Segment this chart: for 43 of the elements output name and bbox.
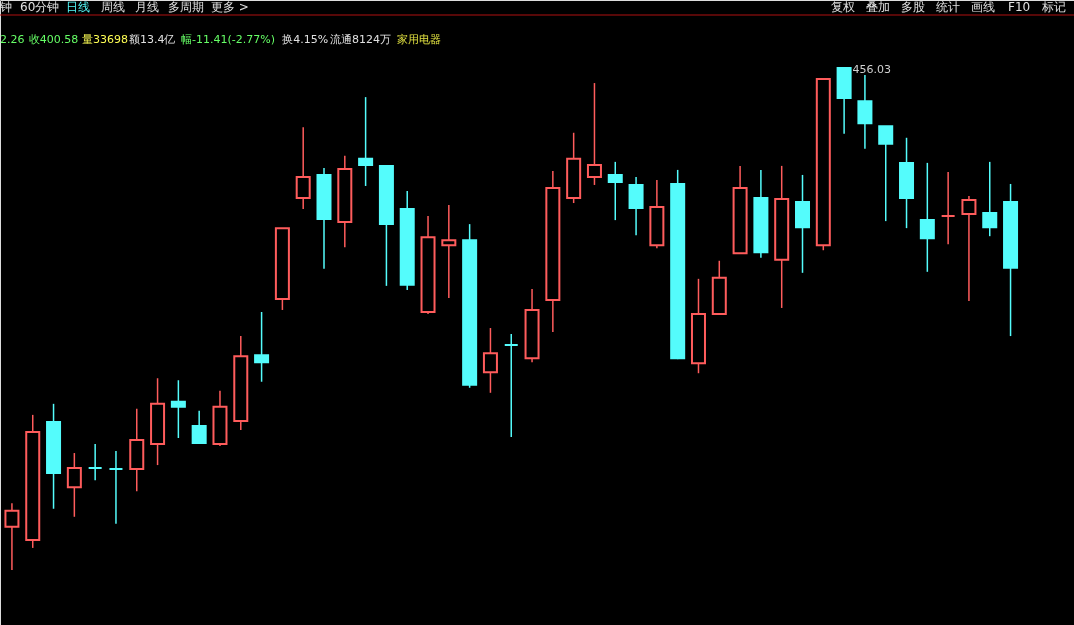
annotation: 456.03 [852,63,891,76]
candlestick [919,162,935,273]
text: 周线 [101,0,125,14]
candlestick [254,311,270,383]
candlestick [607,161,623,221]
text: 幅-11.41(-2.77%) [181,33,275,46]
text: 额13.4亿 [129,33,176,46]
text: 日线 [66,0,90,14]
text: 画线 [971,0,995,14]
text: 复权 [831,0,855,14]
text: 统计 [936,0,960,14]
candlestick [628,176,644,236]
candlestick [503,333,519,438]
text: 家用电器 [397,33,441,46]
candlestick [482,327,498,394]
text: 换4.15% [282,33,329,46]
candlestick [586,82,602,186]
candlestick [66,452,82,518]
candlestick [108,450,124,525]
text: 叠加 [866,0,890,14]
candlestick [4,502,20,571]
candlestick [295,126,311,210]
candlestick [982,161,998,237]
candlestick [191,410,207,445]
text: 多周期 [168,0,204,14]
candlestick [940,171,956,245]
candlestick [961,195,977,302]
text: 钟 [0,0,12,14]
text: 60分钟 [20,0,60,14]
candlestick [170,379,186,439]
candlestick [878,125,894,222]
candlestick [441,204,457,299]
candlestick [358,96,374,187]
text: 更多 > [211,0,249,14]
text: 量33698 [82,33,128,46]
text: 标记 [1041,0,1066,14]
text: 多股 [901,0,925,14]
text: 流通8124万 [330,33,391,46]
candlestick [857,74,873,150]
text: 收400.58 [28,33,79,46]
candlestick [87,443,103,481]
text: 月线 [135,0,159,14]
text: F10 [1008,0,1031,14]
